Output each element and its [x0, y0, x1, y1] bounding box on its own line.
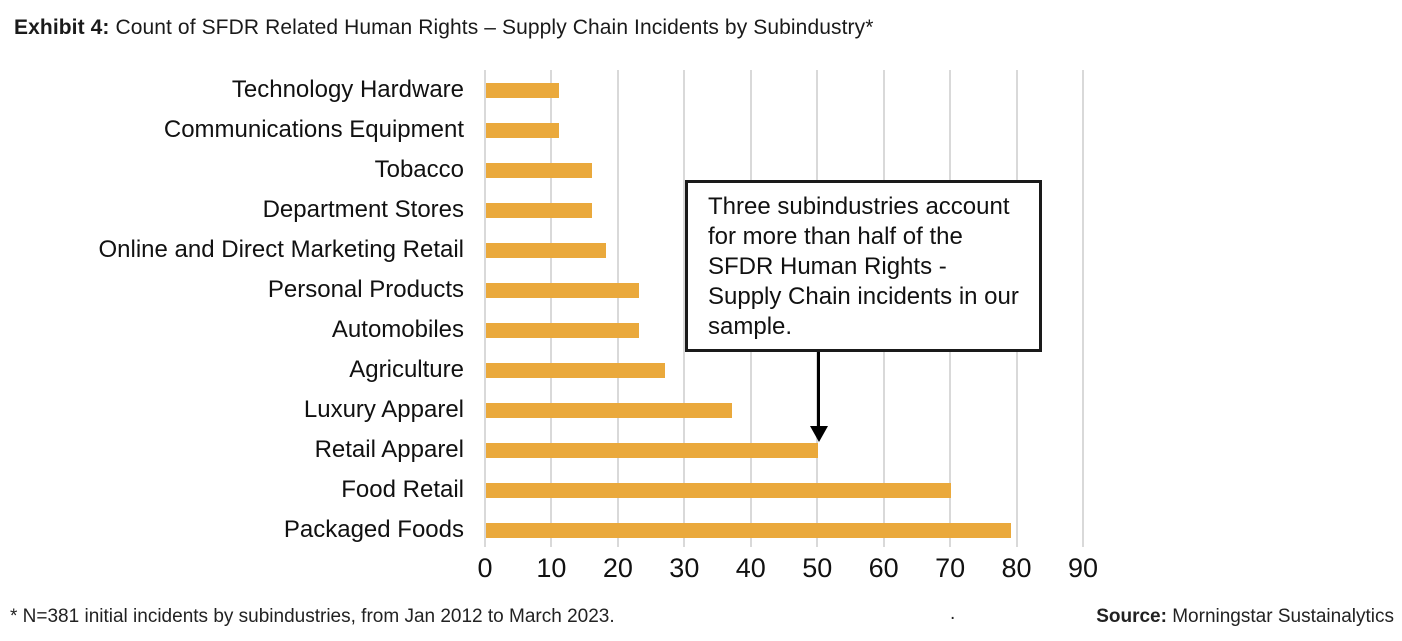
- category-label: Retail Apparel: [314, 436, 464, 463]
- x-axis-tick-label: 20: [602, 553, 633, 583]
- gridline-x-10: [550, 70, 553, 547]
- source-label: Source:: [1096, 606, 1167, 627]
- annotation-arrow-line: [817, 352, 820, 426]
- annotation-arrow-head-icon: [810, 426, 828, 442]
- gridline-x-90: [1082, 70, 1084, 547]
- x-axis-tick-label: 40: [735, 553, 766, 583]
- x-axis-tick-label: 10: [536, 553, 567, 583]
- bar: [486, 203, 593, 218]
- exhibit-title-text: Count of SFDR Related Human Rights – Sup…: [109, 16, 874, 39]
- bar: [486, 163, 593, 178]
- category-label: Automobiles: [331, 316, 464, 343]
- bar: [486, 323, 639, 338]
- gridline-x-0: [484, 70, 486, 547]
- x-axis-tick-label: 0: [477, 553, 493, 583]
- category-label: Department Stores: [262, 196, 464, 223]
- x-axis-tick-label: 60: [868, 553, 899, 583]
- category-label: Personal Products: [267, 276, 464, 303]
- x-axis-tick-label: 90: [1067, 553, 1099, 583]
- bar: [486, 243, 606, 258]
- gridline-x-20: [616, 70, 619, 547]
- page-title: Exhibit 4: Count of SFDR Related Human R…: [14, 16, 874, 40]
- annotation-callout-box: Three subindustries account for more tha…: [685, 180, 1042, 352]
- category-label: Food Retail: [341, 476, 464, 503]
- exhibit-label: Exhibit 4:: [14, 16, 110, 39]
- bar: [486, 283, 639, 298]
- bar: [486, 403, 732, 418]
- source-attribution: Source: Morningstar Sustainalytics: [1096, 606, 1394, 628]
- category-label: Communications Equipment: [163, 116, 464, 143]
- gridline-x-30: [683, 70, 686, 547]
- annotation-text: Three subindustries account for more tha…: [708, 193, 1019, 340]
- footnote: * N=381 initial incidents by subindustri…: [10, 606, 615, 627]
- category-label: Agriculture: [349, 356, 464, 383]
- category-label: Luxury Apparel: [303, 396, 464, 423]
- bar: [486, 523, 1011, 538]
- x-axis-tick-label: 50: [802, 553, 833, 583]
- bar: [486, 363, 666, 378]
- stray-period: .: [950, 603, 956, 624]
- bar: [486, 123, 560, 138]
- x-axis-tick-label: 30: [669, 553, 700, 583]
- bar: [486, 483, 952, 498]
- bar: [486, 443, 819, 458]
- category-label: Tobacco: [374, 156, 464, 183]
- bar: [486, 83, 560, 98]
- category-label: Online and Direct Marketing Retail: [98, 236, 465, 263]
- x-axis-tick-label: 70: [935, 553, 966, 583]
- x-axis-tick-label: 80: [1001, 553, 1032, 583]
- category-label: Technology Hardware: [231, 76, 464, 103]
- category-label: Packaged Foods: [283, 516, 464, 543]
- source-text: Morningstar Sustainalytics: [1166, 606, 1394, 627]
